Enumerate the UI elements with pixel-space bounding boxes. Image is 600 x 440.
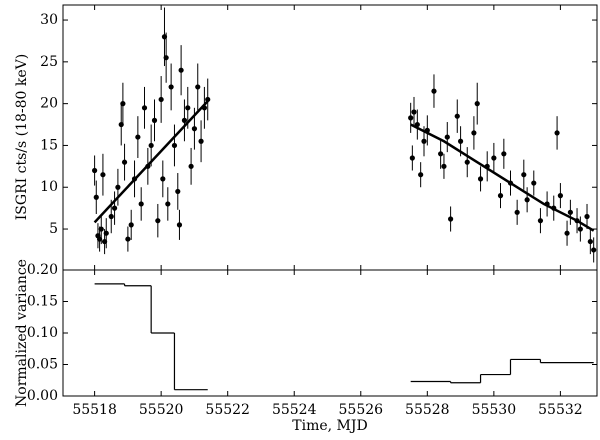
data-point bbox=[457, 138, 464, 144]
data-point bbox=[438, 151, 444, 157]
data-point bbox=[587, 238, 593, 245]
data-point bbox=[151, 117, 158, 123]
data-point bbox=[111, 205, 118, 211]
data-point bbox=[431, 88, 437, 94]
x-tick-label: 55520 bbox=[139, 402, 184, 418]
data-point bbox=[125, 236, 131, 242]
data-point bbox=[537, 218, 544, 224]
data-point bbox=[165, 201, 171, 207]
data-point bbox=[491, 155, 497, 161]
data-point bbox=[577, 226, 583, 232]
x-tick-label: 55524 bbox=[272, 402, 317, 418]
data-point bbox=[120, 101, 126, 107]
data-point bbox=[514, 209, 520, 215]
data-point bbox=[138, 201, 144, 207]
data-point bbox=[168, 84, 174, 90]
data-point bbox=[185, 105, 191, 111]
fit-line bbox=[410, 123, 595, 232]
y-tick-label: 0.00 bbox=[27, 388, 58, 404]
data-point bbox=[464, 159, 470, 165]
data-point bbox=[108, 213, 114, 220]
y-tick-label: 30 bbox=[40, 12, 58, 28]
y-tick-label: 5 bbox=[49, 221, 58, 237]
data-point bbox=[128, 222, 134, 228]
data-point bbox=[591, 247, 597, 253]
bottom-frame bbox=[62, 269, 598, 397]
data-point bbox=[567, 209, 573, 215]
data-point bbox=[444, 134, 450, 140]
data-point bbox=[501, 151, 507, 157]
data-point bbox=[524, 197, 530, 203]
data-point bbox=[554, 130, 560, 136]
data-point bbox=[418, 172, 424, 178]
x-tick-label: 55530 bbox=[472, 402, 517, 418]
x-tick-label: 55528 bbox=[405, 402, 450, 418]
data-point bbox=[409, 155, 415, 161]
data-point bbox=[195, 84, 201, 90]
data-point bbox=[191, 126, 198, 132]
data-point bbox=[171, 142, 178, 149]
data-point bbox=[421, 138, 427, 144]
data-point bbox=[454, 113, 460, 119]
data-point bbox=[411, 109, 417, 115]
x-tick-label: 55518 bbox=[72, 402, 117, 418]
y-tick-label: 0.20 bbox=[27, 262, 58, 278]
data-point bbox=[92, 167, 98, 174]
y-tick-label: 0.10 bbox=[27, 325, 58, 341]
data-point bbox=[115, 184, 121, 190]
data-point bbox=[188, 163, 194, 169]
x-tick-label: 55526 bbox=[339, 402, 384, 418]
y-tick-label: 20 bbox=[40, 96, 58, 112]
data-point bbox=[155, 218, 161, 224]
data-point bbox=[103, 230, 109, 236]
data-point bbox=[408, 115, 414, 121]
data-point bbox=[135, 134, 141, 140]
data-point bbox=[148, 142, 154, 149]
y-tick-label: 0.05 bbox=[27, 357, 58, 373]
data-point bbox=[471, 130, 477, 136]
y-tick-label: 15 bbox=[40, 137, 58, 153]
data-point bbox=[531, 180, 537, 186]
top-frame bbox=[62, 4, 598, 271]
data-point bbox=[93, 194, 99, 200]
data-point bbox=[557, 192, 564, 199]
data-point bbox=[564, 230, 570, 236]
data-point bbox=[100, 172, 106, 178]
y-tick-label: 10 bbox=[40, 179, 58, 195]
data-point bbox=[521, 172, 527, 178]
data-point bbox=[198, 138, 204, 144]
y-axis-label: ISGRI cts/s (18-80 keV) bbox=[14, 54, 30, 220]
x-axis-label: Time, MJD bbox=[292, 418, 367, 434]
data-point bbox=[178, 67, 184, 73]
data-point bbox=[98, 226, 104, 232]
data-point bbox=[448, 216, 454, 222]
x-tick-label: 55522 bbox=[205, 402, 250, 418]
y-tick-label: 0.15 bbox=[27, 294, 58, 310]
data-point bbox=[474, 101, 480, 107]
data-point bbox=[141, 105, 148, 111]
data-point bbox=[176, 222, 183, 228]
x-tick-label: 55532 bbox=[538, 402, 583, 418]
y-tick-label: 25 bbox=[40, 54, 58, 70]
data-point bbox=[163, 55, 169, 61]
data-point bbox=[584, 213, 590, 220]
data-point bbox=[497, 192, 504, 199]
fit-line bbox=[93, 100, 209, 224]
y-axis-label: Normalized variance bbox=[14, 259, 30, 407]
data-point bbox=[121, 159, 128, 165]
data-point bbox=[441, 163, 447, 169]
data-point bbox=[175, 188, 181, 195]
data-point bbox=[158, 96, 164, 103]
data-point bbox=[477, 176, 484, 182]
data-point bbox=[160, 176, 166, 182]
data-point bbox=[181, 117, 188, 123]
